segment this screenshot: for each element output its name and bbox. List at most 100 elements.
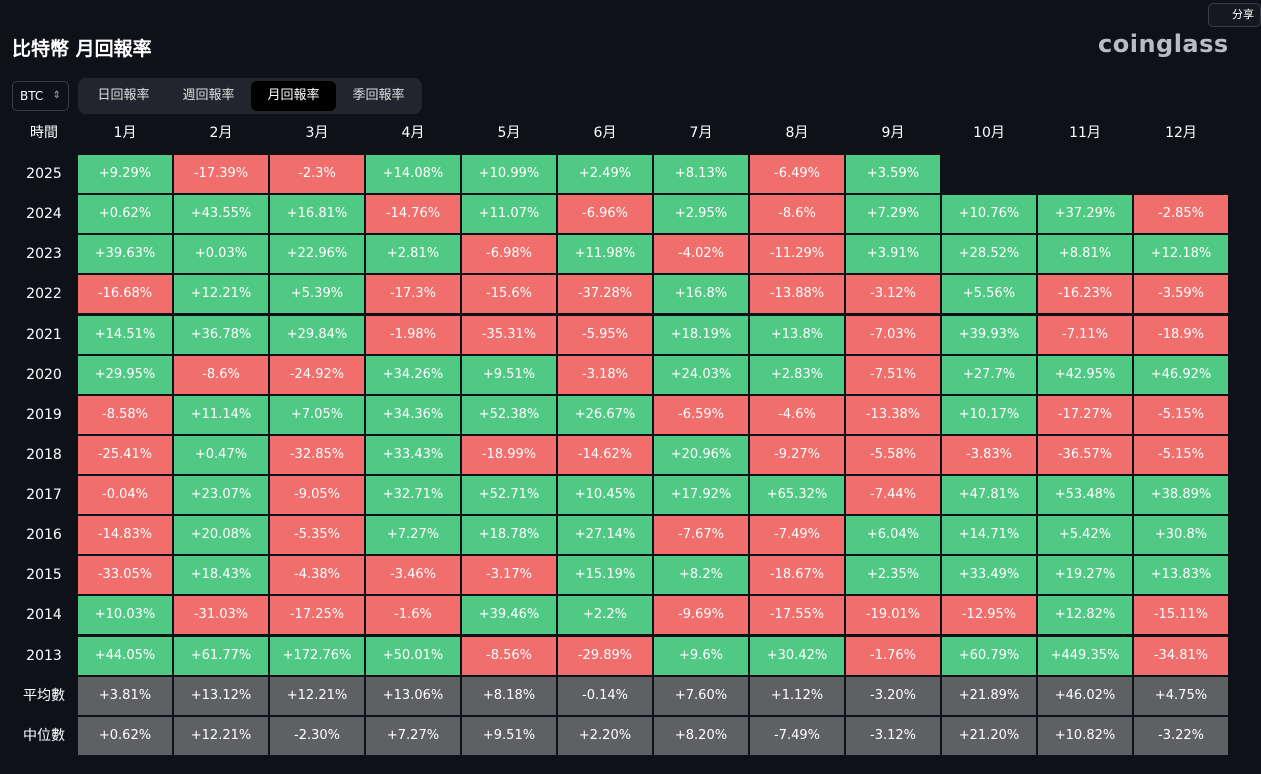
- summary-cell: +12.21%: [270, 676, 364, 715]
- column-header: 11月: [1069, 125, 1101, 141]
- tab[interactable]: 月回報率: [251, 81, 336, 111]
- summary-cell: +1.12%: [750, 676, 844, 715]
- return-cell: -15.6%: [462, 275, 556, 314]
- return-cell: +9.51%: [462, 355, 556, 394]
- return-cell: -8.6%: [750, 195, 844, 234]
- return-cell: +2.83%: [750, 355, 844, 394]
- return-cell: -4.38%: [270, 556, 364, 595]
- return-cell: +2.81%: [366, 235, 460, 274]
- return-cell: +60.79%: [942, 636, 1036, 675]
- return-cell: +36.78%: [174, 315, 268, 354]
- row-label: 2016: [26, 527, 62, 544]
- share-label: 分享: [1232, 8, 1254, 21]
- summary-cell: +0.62%: [78, 716, 172, 755]
- row-label: 2021: [26, 326, 62, 343]
- return-cell: -4.02%: [654, 235, 748, 274]
- return-cell: -14.83%: [78, 516, 172, 555]
- return-cell: -18.9%: [1134, 315, 1228, 354]
- return-cell: +11.07%: [462, 195, 556, 234]
- summary-cell: -3.22%: [1134, 716, 1228, 755]
- return-cell: -3.59%: [1134, 275, 1228, 314]
- row-label: 2014: [26, 607, 62, 624]
- return-cell: -8.56%: [462, 636, 556, 675]
- summary-cell: +8.20%: [654, 716, 748, 755]
- return-cell: +5.56%: [942, 275, 1036, 314]
- column-header: 5月: [497, 125, 521, 141]
- return-cell: +27.14%: [558, 516, 652, 555]
- return-cell: -3.12%: [846, 275, 940, 314]
- return-cell: +52.71%: [462, 476, 556, 515]
- return-cell: -36.57%: [1038, 435, 1132, 474]
- row-label: 2025: [26, 166, 62, 182]
- return-cell: -14.76%: [366, 195, 460, 234]
- return-cell: +34.26%: [366, 355, 460, 394]
- return-cell: -2.3%: [270, 155, 364, 193]
- return-cell: +2.35%: [846, 556, 940, 595]
- return-cell: +7.05%: [270, 395, 364, 434]
- summary-cell: +3.81%: [78, 676, 172, 715]
- return-cell: -1.98%: [366, 315, 460, 354]
- summary-cell: +46.02%: [1038, 676, 1132, 715]
- summary-cell: +8.18%: [462, 676, 556, 715]
- summary-cell: +13.12%: [174, 676, 268, 715]
- return-cell: -7.67%: [654, 516, 748, 555]
- return-cell: -7.49%: [750, 516, 844, 555]
- summary-cell: +10.82%: [1038, 716, 1132, 755]
- summary-cell: +2.20%: [558, 716, 652, 755]
- tab[interactable]: 季回報率: [352, 88, 405, 103]
- return-cell: -13.88%: [750, 275, 844, 314]
- return-cell: +30.42%: [750, 636, 844, 675]
- return-cell: -6.96%: [558, 195, 652, 234]
- return-cell: -7.44%: [846, 476, 940, 515]
- column-header: 3月: [305, 125, 329, 141]
- return-cell: +44.05%: [78, 636, 172, 675]
- return-cell: -3.46%: [366, 556, 460, 595]
- summary-cell: -7.49%: [750, 716, 844, 755]
- return-cell: +27.7%: [942, 355, 1036, 394]
- return-cell: -9.05%: [270, 476, 364, 515]
- return-cell: +9.6%: [654, 636, 748, 675]
- return-cell: -16.68%: [78, 275, 172, 314]
- tab[interactable]: 週回報率: [182, 88, 235, 103]
- return-cell: +13.8%: [750, 315, 844, 354]
- return-cell: +18.78%: [462, 516, 556, 555]
- coin-selector[interactable]: BTC ⇕: [12, 81, 69, 111]
- summary-cell: -0.14%: [558, 676, 652, 715]
- return-cell: -35.31%: [462, 315, 556, 354]
- return-cell: +172.76%: [270, 636, 364, 675]
- return-cell: +61.77%: [174, 636, 268, 675]
- return-cell: -9.27%: [750, 435, 844, 474]
- return-cell: -18.99%: [462, 435, 556, 474]
- share-button[interactable]: 分享: [1208, 3, 1261, 27]
- return-cell: +29.84%: [270, 315, 364, 354]
- return-cell: +449.35%: [1038, 636, 1132, 675]
- return-cell: -3.18%: [558, 355, 652, 394]
- return-cell: -12.95%: [942, 596, 1036, 635]
- return-cell: +39.46%: [462, 596, 556, 635]
- summary-cell: +12.21%: [174, 716, 268, 755]
- return-cell: -17.55%: [750, 596, 844, 635]
- return-cell: -5.58%: [846, 435, 940, 474]
- tab[interactable]: 日回報率: [97, 88, 150, 103]
- row-label: 中位數: [23, 727, 65, 744]
- return-cell: +17.92%: [654, 476, 748, 515]
- row-label: 2017: [26, 487, 62, 504]
- return-cell: -15.11%: [1134, 596, 1228, 635]
- return-cell: -7.11%: [1038, 315, 1132, 354]
- return-cell: +12.18%: [1134, 235, 1228, 274]
- row-label: 2013: [26, 647, 62, 664]
- return-cell: +11.98%: [558, 235, 652, 274]
- summary-cell: +7.27%: [366, 716, 460, 755]
- return-cell: -17.39%: [174, 155, 268, 193]
- return-cell: -1.76%: [846, 636, 940, 675]
- return-cell: +12.82%: [1038, 596, 1132, 635]
- return-cell: +3.59%: [846, 155, 940, 193]
- return-cell: +10.99%: [462, 155, 556, 193]
- summary-cell: -2.30%: [270, 716, 364, 755]
- return-cell: +2.2%: [558, 596, 652, 635]
- return-cell: +43.55%: [174, 195, 268, 234]
- return-cell: +10.03%: [78, 596, 172, 635]
- return-cell: -0.04%: [78, 476, 172, 515]
- return-cell: -37.28%: [558, 275, 652, 314]
